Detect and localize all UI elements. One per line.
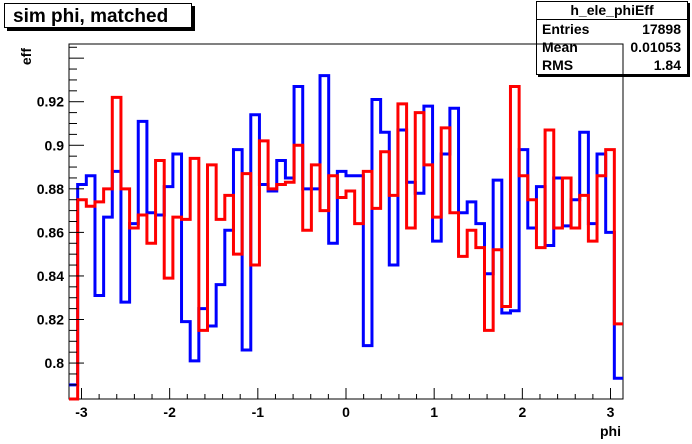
x-tick-label: 0 — [342, 404, 350, 420]
x-tick-label: -1 — [252, 404, 265, 420]
x-tick-label: 3 — [607, 404, 615, 420]
axes-layer: -3 -2 -1 0 1 2 3 0.8 0.82 0.84 0.86 0.88 0.9 0.92 — [37, 46, 615, 420]
stats-name: h_ele_phiEff — [537, 2, 687, 20]
chart-title: sim phi, matched — [4, 3, 192, 28]
y-tick-label: 0.92 — [37, 94, 64, 110]
x-tick-label: -2 — [163, 404, 176, 420]
stats-key: Entries — [542, 21, 590, 37]
stats-row-rms: RMS 1.84 — [537, 56, 687, 74]
y-tick-label: 0.9 — [45, 137, 65, 153]
stats-key: RMS — [542, 57, 574, 73]
plot-frame — [68, 43, 624, 400]
stats-value: 17898 — [642, 21, 681, 37]
y-tick-label: 0.84 — [37, 268, 64, 284]
y-tick-label: 0.88 — [37, 181, 64, 197]
stats-key: Mean — [542, 39, 578, 55]
stats-value: 1.84 — [653, 57, 681, 73]
y-tick-label: 0.8 — [45, 355, 65, 371]
stats-row-mean: Mean 0.01053 — [537, 38, 687, 56]
stats-value: 0.01053 — [630, 39, 681, 55]
x-tick-label: -3 — [75, 404, 88, 420]
series-line-0 — [69, 74, 623, 387]
x-axis-label: phi — [600, 423, 621, 439]
y-axis-label: eff — [18, 48, 34, 65]
series-layer — [69, 74, 623, 401]
stats-row-entries: Entries 17898 — [537, 20, 687, 38]
x-tick-label: 2 — [518, 404, 526, 420]
stats-box: h_ele_phiEff Entries 17898 Mean 0.01053 … — [536, 1, 688, 75]
y-tick-label: 0.82 — [37, 312, 64, 328]
series-line-1 — [69, 84, 623, 401]
y-tick-label: 0.86 — [37, 224, 64, 240]
x-tick-label: 1 — [430, 404, 438, 420]
